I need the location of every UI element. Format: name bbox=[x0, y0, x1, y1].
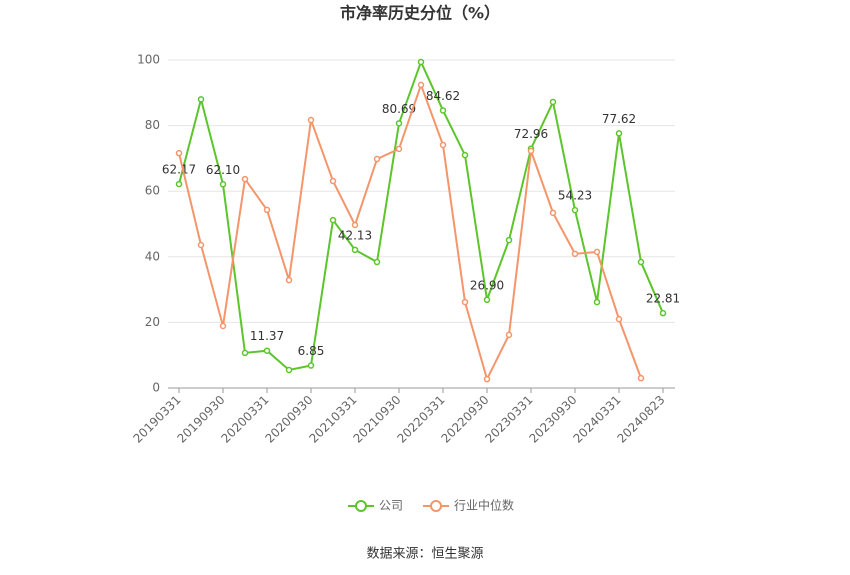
legend-label: 行业中位数 bbox=[454, 498, 514, 513]
x-tick-label: 20240823 bbox=[615, 393, 668, 446]
data-point bbox=[483, 375, 491, 383]
data-point bbox=[483, 296, 491, 304]
data-label: 6.85 bbox=[298, 344, 325, 358]
data-point bbox=[593, 298, 601, 306]
data-label: 42.13 bbox=[338, 228, 372, 242]
data-point bbox=[307, 116, 315, 124]
data-label: 77.62 bbox=[602, 112, 636, 126]
data-point bbox=[637, 374, 645, 382]
data-point bbox=[571, 206, 579, 214]
data-point bbox=[527, 147, 535, 155]
data-point bbox=[505, 236, 513, 244]
data-point bbox=[615, 315, 623, 323]
data-point bbox=[351, 246, 359, 254]
data-label: 84.62 bbox=[426, 89, 460, 103]
data-label: 72.96 bbox=[514, 127, 548, 141]
data-point bbox=[219, 181, 227, 188]
legend-marker bbox=[355, 500, 367, 512]
data-point bbox=[461, 298, 469, 306]
data-point bbox=[197, 96, 205, 103]
data-point bbox=[329, 216, 337, 224]
legend-item: 公司 bbox=[348, 499, 403, 513]
data-point bbox=[417, 81, 425, 89]
data-point bbox=[637, 258, 645, 266]
series-line bbox=[178, 59, 664, 372]
chart-title: 市净率历史分位（%） bbox=[340, 4, 500, 23]
y-tick-label: 40 bbox=[145, 249, 160, 263]
data-point bbox=[461, 151, 469, 159]
data-point bbox=[351, 221, 359, 229]
data-label: 22.81 bbox=[646, 292, 680, 306]
source-note: 数据来源：恒生聚源 bbox=[366, 547, 483, 562]
legend-marker bbox=[430, 500, 443, 512]
data-point bbox=[175, 180, 183, 188]
data-point bbox=[593, 248, 601, 256]
y-tick-label: 80 bbox=[145, 118, 160, 132]
data-label: 11.37 bbox=[250, 329, 284, 343]
data-point bbox=[571, 250, 579, 258]
data-point bbox=[263, 206, 271, 214]
data-point bbox=[329, 177, 337, 185]
series-line bbox=[178, 81, 642, 382]
data-point bbox=[219, 322, 227, 330]
y-tick-label: 100 bbox=[137, 53, 160, 67]
data-point bbox=[175, 149, 183, 157]
data-point bbox=[285, 366, 293, 374]
data-point bbox=[659, 309, 667, 317]
data-point bbox=[439, 107, 447, 114]
data-label: 80.69 bbox=[382, 102, 416, 116]
data-label: 54.23 bbox=[558, 189, 592, 203]
data-point bbox=[417, 58, 425, 66]
data-point bbox=[549, 209, 557, 217]
data-point bbox=[549, 98, 557, 106]
data-label: 62.10 bbox=[206, 163, 240, 177]
data-point bbox=[241, 175, 249, 183]
legend-item: 行业中位数 bbox=[423, 498, 514, 513]
data-point bbox=[615, 130, 623, 137]
data-point bbox=[395, 145, 403, 153]
data-point bbox=[263, 347, 271, 354]
data-point bbox=[373, 258, 381, 266]
data-label: 62.17 bbox=[162, 163, 196, 177]
legend-label: 公司 bbox=[379, 499, 403, 513]
data-point bbox=[241, 349, 249, 357]
data-label: 26.90 bbox=[470, 278, 504, 292]
data-point bbox=[373, 155, 381, 163]
y-tick-label: 20 bbox=[145, 315, 160, 329]
y-tick-label: 60 bbox=[145, 184, 160, 198]
data-point bbox=[197, 241, 205, 249]
y-tick-label: 0 bbox=[152, 381, 160, 395]
data-point bbox=[285, 276, 293, 284]
data-point bbox=[395, 120, 403, 127]
data-point bbox=[505, 331, 513, 339]
data-point bbox=[439, 141, 447, 149]
data-point bbox=[307, 362, 315, 369]
